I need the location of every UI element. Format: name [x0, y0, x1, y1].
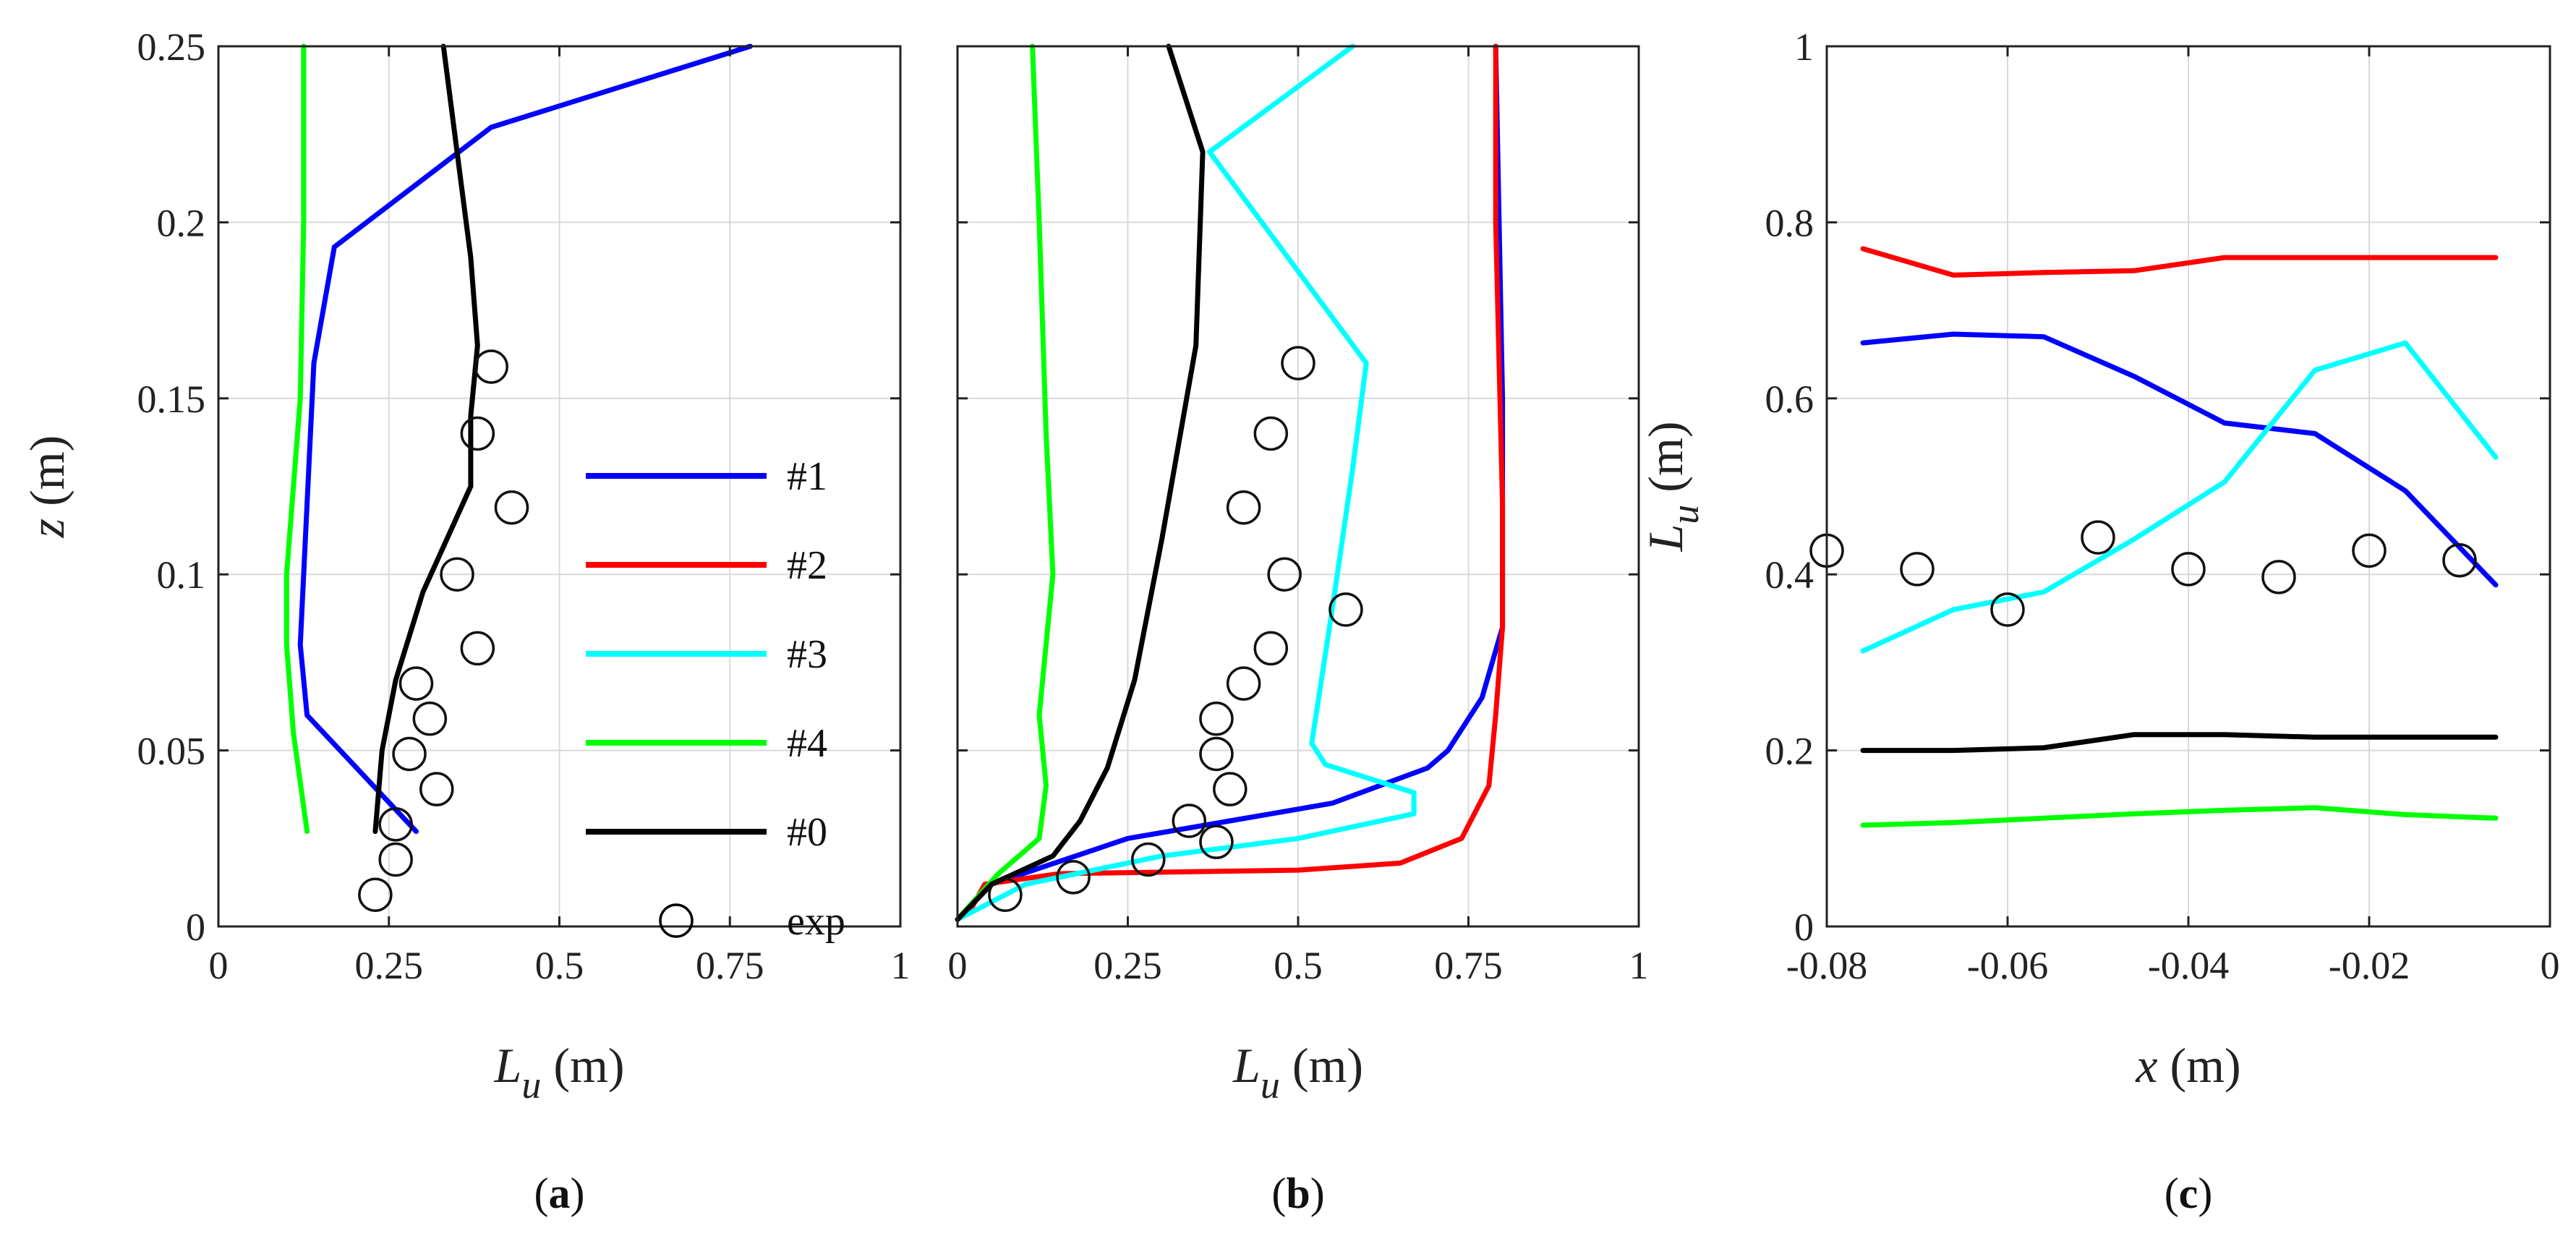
x-tick-label: 0.75: [696, 944, 764, 987]
series-line-n1: [1860, 331, 2499, 588]
exp-marker: [1131, 842, 1166, 877]
exp-marker: [460, 631, 495, 666]
series-line-n4: [1860, 805, 2499, 828]
exp-marker: [2261, 560, 2296, 594]
panel-c: -0.08 -0.06 -0.04 -0.02 0 0 0.2 0.4 0.6 0.8 1 x (m)…: [1638, 25, 2560, 1217]
exp-marker: [1226, 490, 1261, 525]
series-line-n0: [1860, 732, 2499, 754]
exp-marker: [1213, 772, 1248, 806]
y-tick-label: 0.25: [137, 25, 206, 69]
panel-label: (a): [534, 1169, 585, 1217]
y-tick-label: 0: [1794, 905, 1814, 949]
exp-marker: [440, 557, 474, 592]
x-tick-label: 0.5: [1274, 944, 1323, 987]
exp-marker: [2352, 533, 2387, 568]
x-tick-label: 0: [948, 944, 968, 987]
exp-marker: [1253, 416, 1289, 451]
exp-marker: [494, 490, 529, 525]
exp-marker: [988, 877, 1023, 912]
legend-label: exp: [787, 899, 845, 944]
exp-marker: [1328, 592, 1363, 627]
legend-label: #0: [787, 810, 827, 855]
panel-a: 0 0.25 0.5 0.75 1 0 0.05 0.1 0.15 0.2 0.25 Lu (m) z …: [20, 25, 910, 1217]
series-line-n4: [955, 43, 1056, 922]
series-line-n1: [297, 43, 753, 835]
exp-marker: [419, 772, 454, 806]
x-tick-label: 0: [2541, 944, 2560, 987]
series-line-n0: [372, 43, 480, 835]
legend-label: #1: [787, 454, 827, 499]
exp-marker: [392, 736, 427, 772]
legend-label: #2: [787, 543, 827, 588]
x-axis-label: Lu (m): [493, 1038, 624, 1107]
y-tick-label: 0.4: [1765, 553, 1814, 597]
x-tick-label: -0.06: [1967, 944, 2048, 987]
legend-swatch-exp: [659, 903, 694, 938]
exp-marker: [2081, 520, 2115, 555]
x-tick-label: -0.04: [2148, 944, 2229, 987]
legend-label: #4: [787, 721, 827, 766]
legend: #1 #2 #3 #4 #0 exp: [586, 454, 845, 944]
y-tick-label: 0.2: [157, 201, 206, 244]
series-line-n2: [968, 43, 1506, 912]
x-tick-label: 1: [891, 944, 910, 987]
y-axis-label: Lu (m): [1638, 421, 1707, 552]
series-line-n3: [1860, 340, 2499, 654]
panel-b: 0 0.25 0.5 0.75 1 Lu (m) (b): [948, 43, 1649, 1217]
exp-marker: [398, 666, 434, 701]
exp-marker: [460, 416, 495, 451]
exp-marker: [1199, 702, 1234, 736]
exp-marker: [1226, 666, 1261, 701]
x-tick-label: -0.08: [1786, 944, 1867, 987]
series-line-n4: [283, 43, 310, 835]
exp-marker: [1900, 552, 1935, 587]
x-tick-label: 0.75: [1434, 944, 1503, 987]
exp-marker: [1199, 736, 1234, 772]
series-line-n3: [955, 43, 1417, 922]
y-tick-label: 0.6: [1765, 378, 1814, 421]
exp-marker: [2171, 552, 2206, 587]
series-line-n0: [955, 43, 1206, 922]
y-tick-label: 0.15: [137, 378, 206, 421]
x-tick-label: 0.5: [535, 944, 584, 987]
exp-marker: [1056, 860, 1091, 895]
exp-marker: [474, 349, 508, 384]
y-tick-label: 0.05: [137, 730, 206, 773]
x-tick-label: 0.25: [355, 944, 424, 987]
panel-label: (c): [2165, 1169, 2213, 1217]
x-tick-label: 1: [1629, 944, 1649, 987]
exp-marker: [1253, 631, 1289, 666]
exp-marker: [378, 807, 413, 842]
legend-label: #3: [787, 632, 827, 677]
series-line-n2: [1860, 246, 2499, 278]
x-axis-label: x (m): [2135, 1038, 2240, 1093]
x-tick-label: -0.02: [2329, 944, 2410, 987]
y-tick-label: 1: [1794, 25, 1814, 69]
exp-marker: [2442, 542, 2477, 578]
panel-label: (b): [1271, 1169, 1324, 1217]
y-tick-label: 0.8: [1765, 201, 1814, 244]
y-axis-label: z (m): [20, 435, 74, 539]
x-tick-label: 0.25: [1093, 944, 1162, 987]
x-tick-label: 0: [209, 944, 229, 987]
exp-marker: [1199, 824, 1234, 859]
exp-marker: [378, 842, 413, 877]
exp-marker: [1172, 804, 1207, 838]
exp-marker: [412, 702, 448, 736]
y-tick-label: 0.2: [1765, 730, 1814, 773]
x-axis-label: Lu (m): [1232, 1038, 1363, 1107]
y-tick-label: 0.1: [157, 553, 206, 597]
exp-marker: [358, 877, 393, 912]
exp-marker: [1990, 592, 2025, 627]
exp-marker: [1281, 346, 1315, 380]
y-tick-label: 0: [186, 905, 205, 949]
exp-marker: [1267, 557, 1302, 592]
